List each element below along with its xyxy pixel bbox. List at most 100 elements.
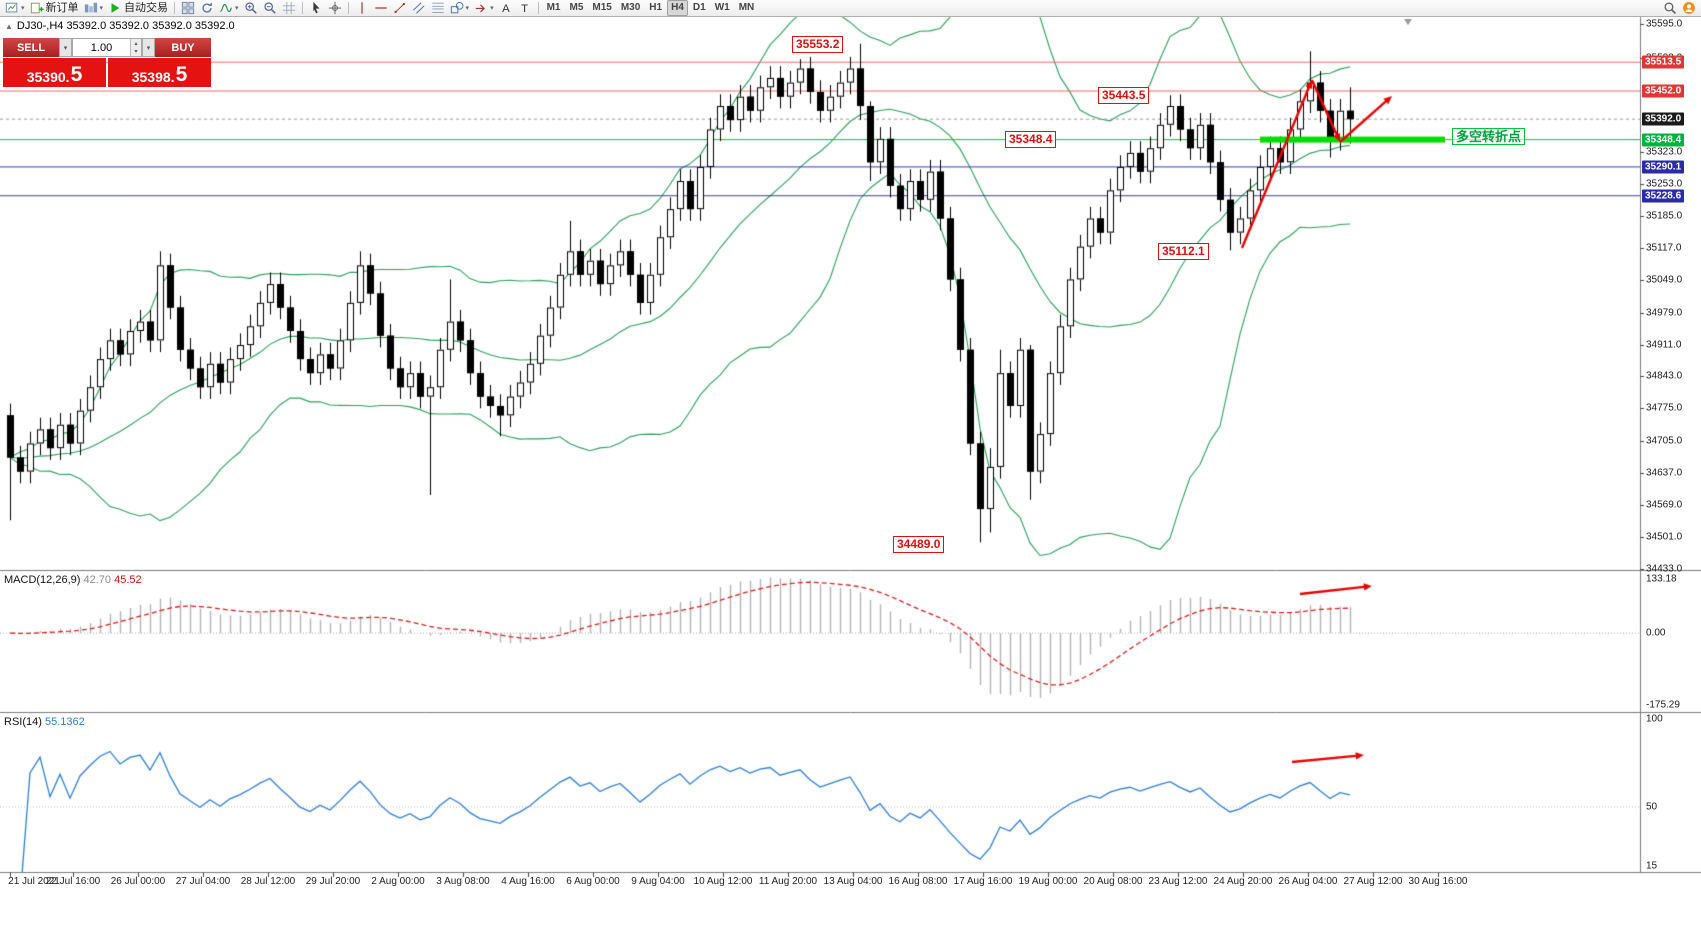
timeframe-m15-button[interactable]: M15 (592, 2, 612, 13)
volume-down-button[interactable]: ▾ (130, 47, 141, 56)
arrows-button[interactable]: ▾ (472, 1, 496, 16)
rsi-indicator-label: RSI(14) 55.1362 (4, 716, 85, 728)
price-badge: 35228.6 (1642, 189, 1685, 203)
turning-point-label[interactable]: 多空转折点 (1452, 128, 1526, 145)
volume-field: ▴ ▾ (72, 38, 142, 57)
shapes-icon (450, 1, 464, 15)
volume-input[interactable] (73, 39, 130, 56)
sell-button[interactable]: SELL (3, 38, 59, 57)
one-click-collapse-icon[interactable]: ▲ (5, 21, 13, 31)
timeframe-mn-button[interactable]: MN (738, 2, 755, 13)
time-axis-label: 21 Jul 2021 (8, 876, 60, 887)
toolbar-separator (174, 2, 176, 14)
text-button[interactable]: A (497, 1, 515, 16)
price-label-35553[interactable]: 35553.2 (792, 36, 844, 53)
time-axis-label: 30 Aug 16:00 (1408, 876, 1468, 887)
cursor-button[interactable] (307, 1, 325, 16)
crosshair-button[interactable] (326, 1, 344, 16)
buy-button[interactable]: BUY (155, 38, 211, 57)
symbol-info: ▲ DJ30-,H4 35392.0 35392.0 35392.0 35392… (5, 20, 235, 32)
new-chart-button[interactable]: ▾ (3, 1, 27, 16)
timeframe-d1-button[interactable]: D1 (692, 2, 706, 13)
timeframe-m30-button[interactable]: M30 (620, 2, 641, 13)
rsi-value: 55.1362 (44, 716, 85, 728)
buy-options-dropdown[interactable]: ▾ (142, 38, 155, 57)
zoom-out-button[interactable] (261, 1, 279, 16)
time-axis-label: 3 Aug 08:00 (436, 876, 490, 887)
grid-button[interactable] (280, 1, 298, 16)
trendline-icon (393, 1, 407, 15)
price-badge: 35290.1 (1642, 160, 1685, 174)
channel-button[interactable] (410, 1, 428, 16)
toolbar-separator (537, 2, 539, 14)
time-axis-label: 17 Aug 16:00 (953, 876, 1013, 887)
rsi-axis-label: 100 (1646, 713, 1663, 725)
one-click-trading-panel: SELL ▾ ▴ ▾ ▾ BUY 35390.5 35398.5 (3, 38, 211, 87)
label-icon: T (518, 1, 532, 15)
price-badge: 35452.0 (1642, 84, 1685, 98)
shapes-button[interactable]: ▾ (448, 1, 472, 16)
text-label-button[interactable]: T (516, 1, 534, 16)
horizontal-line-button[interactable] (372, 1, 390, 16)
time-axis-label: 13 Aug 04:00 (823, 876, 883, 887)
tile-windows-button[interactable] (179, 1, 197, 16)
sell-price-button[interactable]: 35390. 5 (3, 58, 106, 87)
hline-icon (374, 1, 388, 15)
price-tick-label: 35185.0 (1646, 210, 1683, 222)
channel-icon (412, 1, 426, 15)
price-tick-label: 34979.0 (1646, 307, 1683, 319)
indicators-button[interactable]: ▾ (217, 1, 241, 16)
cursor-icon (309, 1, 323, 15)
price-label-35443[interactable]: 35443.5 (1098, 87, 1150, 104)
macd-axis-label: 133.18 (1646, 573, 1677, 585)
fibonacci-button[interactable] (429, 1, 447, 16)
zoom-in-icon (244, 1, 258, 15)
new-order-icon (30, 1, 44, 15)
macd-title: MACD(12,26,9) (4, 574, 81, 586)
caret-down-icon: ▾ (465, 5, 470, 12)
search-button[interactable] (1661, 1, 1679, 16)
time-axis-label: 4 Aug 16:00 (501, 876, 555, 887)
trendline-button[interactable] (391, 1, 409, 16)
time-axis-label: 16 Aug 08:00 (888, 876, 948, 887)
auto-trading-button[interactable]: 自动交易 (106, 1, 170, 16)
new-order-button-label: 新订单 (45, 1, 79, 14)
time-axis-label: 26 Jul 00:00 (110, 876, 166, 887)
price-badge: 35348.4 (1642, 133, 1685, 147)
time-axis-label: 9 Aug 04:00 (631, 876, 685, 887)
price-tick-label: 34775.0 (1646, 402, 1683, 414)
volume-up-button[interactable]: ▴ (130, 39, 141, 48)
time-axis-label: 27 Jul 04:00 (175, 876, 231, 887)
account-button[interactable] (1680, 1, 1698, 16)
auto-trading-icon (108, 1, 122, 15)
price-tick-label: 34433.0 (1646, 563, 1683, 575)
zoom-in-button[interactable] (242, 1, 260, 16)
account-icon (1682, 1, 1696, 15)
price-label-35112[interactable]: 35112.1 (1158, 243, 1209, 260)
timeframe-m1-button[interactable]: M1 (546, 2, 561, 13)
time-axis-label: 10 Aug 12:00 (693, 876, 753, 887)
time-axis-label: 26 Aug 04:00 (1278, 876, 1338, 887)
chart-profiles-button[interactable]: ▾ (82, 1, 106, 16)
time-axis-label: 28 Jul 12:00 (240, 876, 296, 887)
time-axis-label: 29 Jul 20:00 (305, 876, 361, 887)
timeframe-h1-button[interactable]: H1 (649, 2, 663, 13)
vertical-line-button[interactable] (353, 1, 371, 16)
price-label-34489[interactable]: 34489.0 (893, 536, 945, 553)
sell-options-dropdown[interactable]: ▾ (59, 38, 72, 57)
timeframe-m5-button[interactable]: M5 (569, 2, 584, 13)
refresh-icon (200, 1, 214, 15)
refresh-button[interactable] (198, 1, 216, 16)
timeframe-w1-button[interactable]: W1 (714, 2, 730, 13)
time-axis-label: 11 Aug 20:00 (758, 876, 818, 887)
new-order-button[interactable]: 新订单 (28, 1, 81, 16)
timeframe-h4-button[interactable]: H4 (667, 0, 688, 16)
time-axis-label: 2 Aug 00:00 (371, 876, 425, 887)
macd-signal-value: 45.52 (114, 574, 142, 586)
buy-price-button[interactable]: 35398. 5 (108, 58, 211, 87)
caret-down-icon: ▾ (490, 5, 494, 12)
price-label-35348[interactable]: 35348.4 (1005, 131, 1057, 148)
zoom-out-icon (263, 1, 277, 15)
toolbar-separator (347, 2, 349, 14)
